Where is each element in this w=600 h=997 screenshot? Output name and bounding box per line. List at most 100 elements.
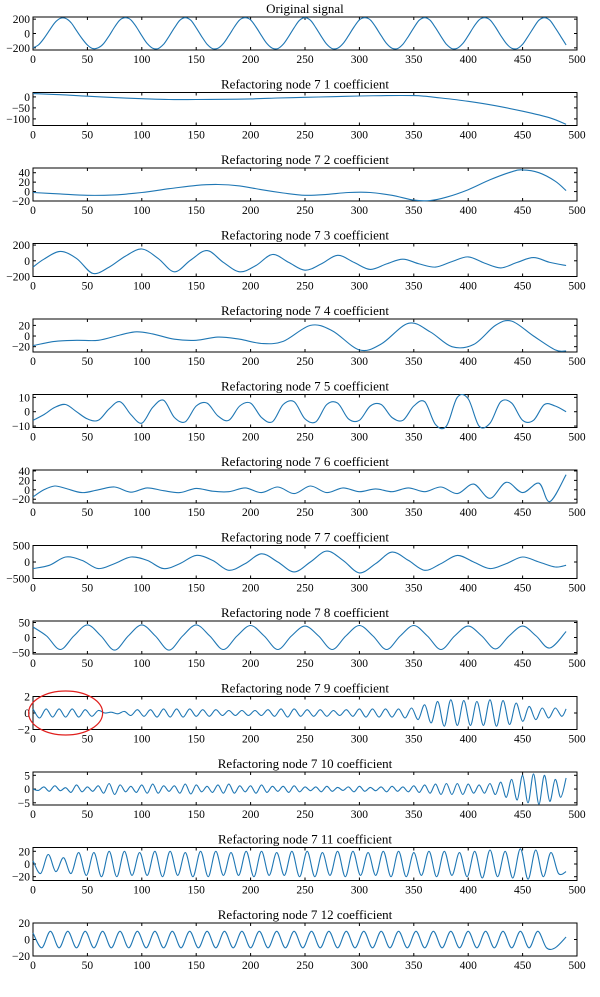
- x-tick-label: 0: [30, 583, 36, 595]
- x-tick-label: 350: [405, 507, 423, 519]
- x-tick-label: 200: [242, 734, 260, 746]
- x-tick-label: 450: [514, 583, 532, 595]
- x-tick-label: 250: [296, 960, 314, 972]
- x-tick-label: 200: [242, 281, 260, 293]
- x-tick-label: 150: [188, 54, 206, 66]
- subplot-4: Refactoring node 7 3 coefficient 0 50 100 15…: [6, 228, 586, 293]
- series-line: [32, 319, 567, 352]
- x-tick-label: 450: [514, 658, 532, 670]
- x-tick-label: 0: [30, 54, 36, 66]
- y-tick-label: 0: [24, 708, 30, 720]
- plot-frame: [32, 771, 578, 806]
- x-tick-label: 350: [405, 658, 423, 670]
- x-tick-label: 250: [296, 281, 314, 293]
- x-tick-label: 50: [82, 54, 94, 66]
- x-tick-label: 200: [242, 205, 260, 217]
- x-tick-label: 500: [568, 130, 586, 142]
- y-tick-label: 0: [24, 935, 30, 947]
- x-tick-label: 350: [405, 205, 423, 217]
- x-tick-label: 500: [568, 809, 586, 821]
- x-tick-label: 450: [514, 734, 532, 746]
- x-tick-label: 0: [30, 734, 36, 746]
- y-tick-label: 10: [19, 392, 31, 404]
- y-tick-label: 0: [24, 29, 30, 41]
- series-line: [32, 474, 567, 503]
- subplot-9: Refactoring node 7 8 coefficient 0 50 100 15…: [12, 605, 586, 670]
- x-tick-label: 50: [82, 960, 94, 972]
- y-tick-label: −10: [12, 421, 30, 433]
- series-line: [32, 699, 567, 727]
- x-tick-label: 150: [188, 734, 206, 746]
- x-tick-label: 50: [82, 809, 94, 821]
- subplot-title: Refactoring node 7 5 coefficient: [221, 379, 389, 394]
- plot-frame: [32, 167, 578, 202]
- x-tick-label: 350: [405, 809, 423, 821]
- x-tick-label: 250: [296, 658, 314, 670]
- y-tick-label: −20: [12, 872, 30, 884]
- subplot-8: Refactoring node 7 7 coefficient 0 50 100 15…: [6, 530, 586, 595]
- x-tick-label: 300: [351, 658, 369, 670]
- x-tick-label: 100: [133, 507, 151, 519]
- x-tick-label: 200: [242, 583, 260, 595]
- plot-frame: [32, 243, 578, 277]
- x-tick-label: 250: [296, 205, 314, 217]
- x-tick-label: 500: [568, 960, 586, 972]
- x-tick-label: 250: [296, 809, 314, 821]
- subplot-1: Original signal 0 50 100 150 200 250 300 350 400 4…: [6, 1, 586, 66]
- subplot-12: Refactoring node 7 11 coefficient 0 50 100 1…: [12, 832, 586, 897]
- plot-frame: [32, 318, 578, 353]
- x-tick-label: 450: [514, 507, 532, 519]
- y-tick-label: −50: [12, 103, 30, 115]
- x-tick-label: 50: [82, 507, 94, 519]
- subplot-5: Refactoring node 7 4 coefficient 0 50 100 15…: [12, 303, 586, 368]
- subplot-title: Refactoring node 7 8 coefficient: [221, 605, 389, 620]
- x-tick-label: 400: [460, 507, 478, 519]
- x-tick-label: 0: [30, 205, 36, 217]
- subplot-title: Refactoring node 7 12 coefficient: [218, 907, 393, 922]
- x-tick-label: 400: [460, 205, 478, 217]
- y-tick-label: −100: [6, 114, 30, 126]
- y-tick-label: −200: [6, 43, 30, 55]
- x-tick-label: 350: [405, 432, 423, 444]
- x-tick-label: 450: [514, 432, 532, 444]
- x-tick-label: 500: [568, 205, 586, 217]
- x-tick-label: 50: [82, 583, 94, 595]
- y-tick-label: 0: [24, 256, 30, 268]
- subplot-13: Refactoring node 7 12 coefficient 0 50 100 1…: [12, 907, 586, 972]
- x-tick-label: 450: [514, 356, 532, 368]
- y-tick-label: 0: [24, 633, 30, 645]
- x-tick-label: 100: [133, 960, 151, 972]
- plot-frame: [32, 16, 578, 51]
- subplot-title: Refactoring node 7 10 coefficient: [218, 756, 393, 771]
- x-tick-label: 100: [133, 658, 151, 670]
- x-tick-label: 300: [351, 507, 369, 519]
- y-tick-label: 200: [13, 14, 31, 26]
- x-tick-label: 300: [351, 54, 369, 66]
- x-tick-label: 300: [351, 130, 369, 142]
- x-tick-label: 200: [242, 658, 260, 670]
- x-tick-label: 500: [568, 885, 586, 897]
- series-line: [32, 624, 567, 651]
- x-tick-label: 350: [405, 583, 423, 595]
- x-tick-label: 400: [460, 54, 478, 66]
- x-tick-label: 400: [460, 734, 478, 746]
- x-tick-label: 100: [133, 130, 151, 142]
- x-tick-label: 400: [460, 658, 478, 670]
- x-tick-label: 200: [242, 809, 260, 821]
- x-tick-label: 350: [405, 54, 423, 66]
- x-tick-label: 100: [133, 54, 151, 66]
- x-tick-label: 500: [568, 281, 586, 293]
- x-tick-label: 50: [82, 281, 94, 293]
- y-tick-label: −2: [18, 725, 30, 737]
- y-tick-label: −50: [12, 648, 30, 660]
- y-tick-label: 0: [24, 557, 30, 569]
- plot-frame: [32, 545, 578, 579]
- series-line: [32, 17, 567, 50]
- subplot-title: Refactoring node 7 6 coefficient: [221, 454, 389, 469]
- y-tick-label: 40: [19, 168, 31, 180]
- x-tick-label: 150: [188, 960, 206, 972]
- x-tick-label: 150: [188, 130, 206, 142]
- x-tick-label: 0: [30, 356, 36, 368]
